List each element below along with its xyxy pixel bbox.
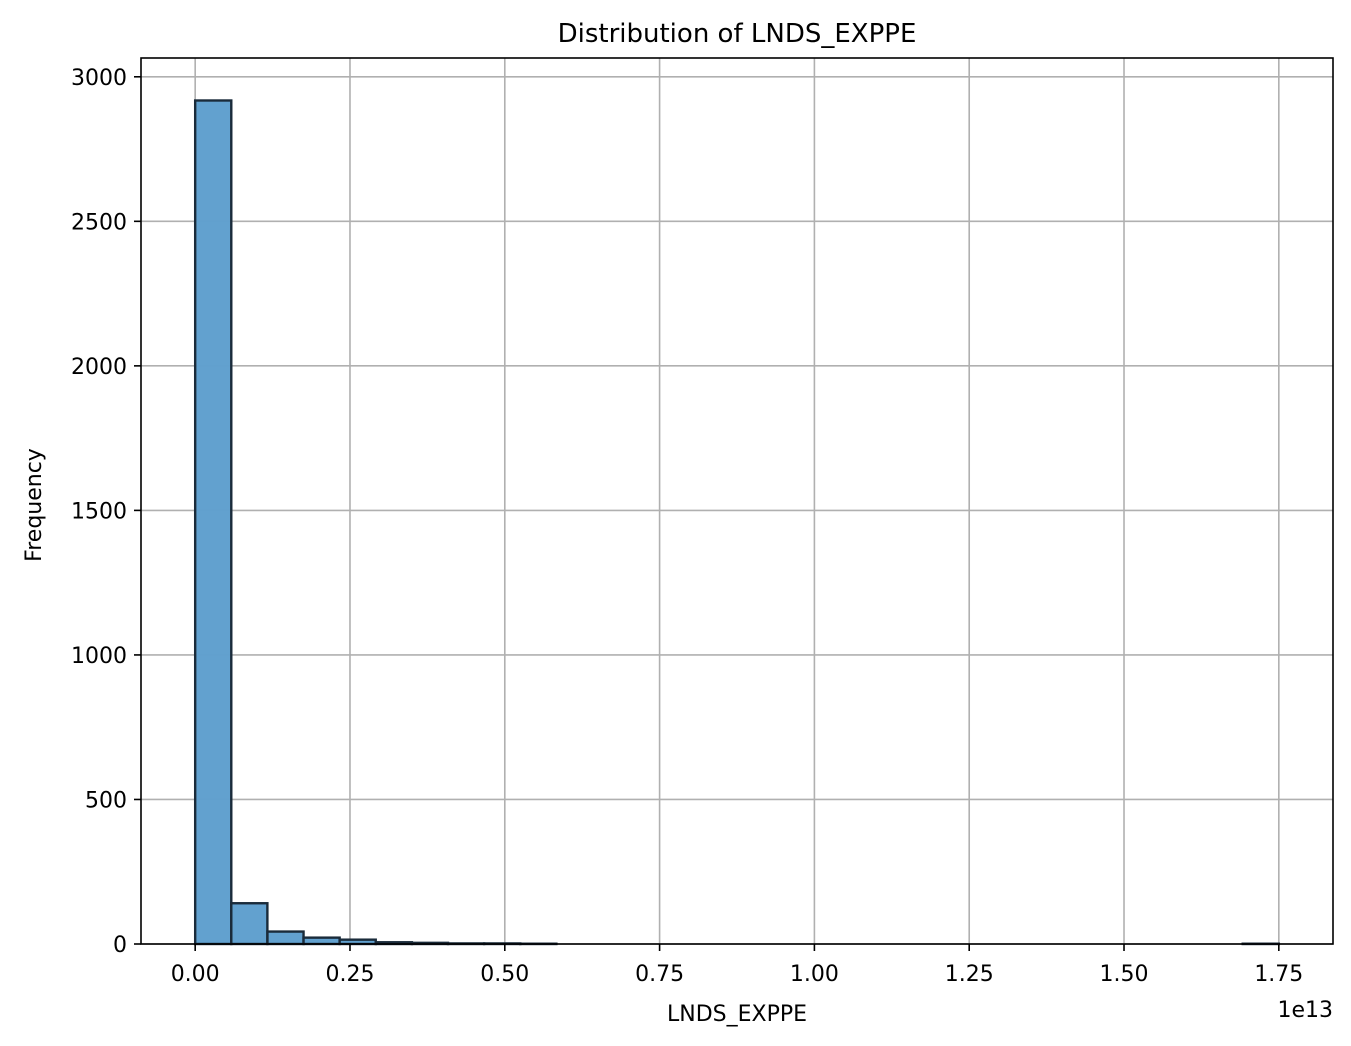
y-axis-label: Frequency — [22, 448, 47, 562]
x-tick-label: 1.00 — [790, 962, 839, 987]
y-tick-label: 3000 — [71, 66, 127, 91]
histogram-bar — [302, 936, 341, 946]
x-tick-label: 0.75 — [635, 962, 684, 987]
x-tick-label: 0.50 — [480, 962, 529, 987]
histogram-bar — [266, 930, 305, 946]
grid-lines — [141, 58, 1333, 945]
x-axis-offset-label: 1e13 — [1277, 998, 1333, 1023]
histogram-bar — [193, 99, 233, 946]
histogram-bar — [230, 902, 269, 946]
y-tick-label: 1000 — [71, 644, 127, 669]
x-tick-label: 0.25 — [325, 962, 374, 987]
y-tick-label: 0 — [113, 933, 127, 958]
histogram-bars — [193, 99, 1281, 946]
y-tick-label: 500 — [85, 788, 127, 813]
x-tick-label: 1.75 — [1254, 962, 1303, 987]
x-axis-ticks: 0.00 0.25 0.50 0.75 1.00 1.25 1.50 1.75 — [171, 944, 1303, 987]
y-tick-label: 1500 — [71, 499, 127, 524]
y-tick-label: 2500 — [71, 210, 127, 235]
plot-frame — [140, 57, 1334, 945]
y-tick-label: 2000 — [71, 355, 127, 380]
x-tick-label: 1.25 — [945, 962, 994, 987]
x-axis-label: LNDS_EXPPE — [667, 1002, 807, 1027]
x-tick-label: 0.00 — [171, 962, 220, 987]
x-tick-label: 1.50 — [1100, 962, 1149, 987]
y-axis-ticks: 0 500 1000 1500 2000 2500 3000 — [71, 66, 141, 958]
chart-title: Distribution of LNDS_EXPPE — [558, 19, 917, 49]
